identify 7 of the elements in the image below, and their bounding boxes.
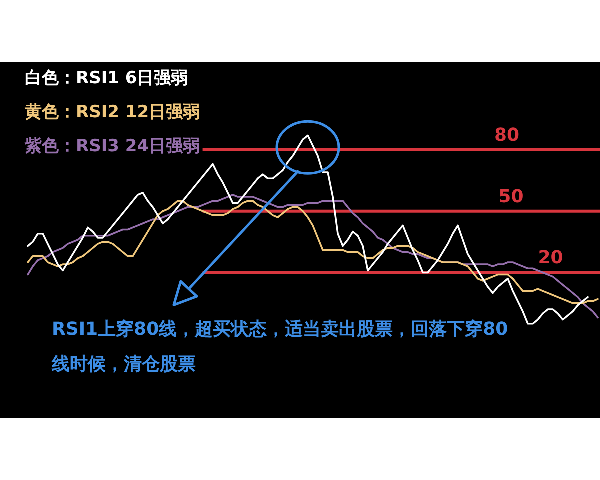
text: 白色：RSI1 6日强弱	[25, 68, 188, 88]
ref-line-label: 50	[498, 186, 524, 208]
annotation: RSI1上穿80线，超买状态，适当卖出股票，回落下穿80线时候，清仓股票	[51, 319, 508, 376]
text: 黄色：RSI2 12日强弱	[24, 102, 200, 122]
text: 紫色：RSI3 24日强弱	[24, 136, 200, 156]
ref-line-label: 20	[538, 248, 564, 269]
ref-line-label: 80	[494, 124, 520, 146]
